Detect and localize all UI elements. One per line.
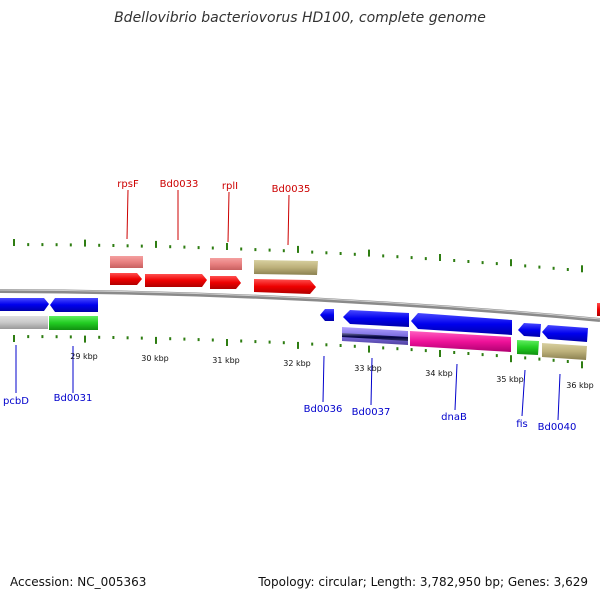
gene-rpsF-feature[interactable]	[110, 256, 143, 268]
label-line-Bd0036	[322, 355, 325, 403]
gene-rplI-arrow[interactable]	[210, 276, 241, 289]
accession-label: Accession: NC_005363	[10, 575, 147, 589]
bottom-tick-track	[13, 335, 583, 369]
gene-label-fis[interactable]: fis	[516, 419, 528, 430]
gene-Bd0037-arrow[interactable]	[343, 310, 409, 327]
gene-label-rplI[interactable]: rplI	[222, 181, 238, 192]
label-line-fis	[521, 369, 526, 417]
genome-summary: Topology: circular; Length: 3,782,950 bp…	[258, 575, 588, 589]
genome-backbone	[0, 289, 600, 322]
kbp-label-36: 36 kbp	[566, 381, 594, 390]
gene-label-Bd0033[interactable]: Bd0033	[160, 179, 199, 190]
kbp-label-29: 29 kbp	[70, 352, 98, 361]
gene-Bd0037-subfeature[interactable]	[342, 333, 408, 341]
gene-Bd0040-feature[interactable]	[542, 343, 587, 360]
gene-label-Bd0031[interactable]: Bd0031	[54, 393, 93, 404]
gene-dnaB-feature[interactable]	[410, 331, 511, 352]
gene-label-Bd0035[interactable]: Bd0035	[272, 184, 311, 195]
kbp-label-31: 31 kbp	[212, 356, 240, 365]
gene-label-Bd0040[interactable]: Bd0040	[538, 422, 577, 433]
gene-Bd0035-feature[interactable]	[254, 260, 318, 275]
genome-title: Bdellovibrio bacteriovorus HD100, comple…	[114, 10, 486, 26]
label-line-Bd0037	[370, 357, 373, 406]
label-line-dnaB	[454, 363, 458, 411]
label-line-Bd0040	[557, 373, 561, 421]
gene-Bd0035-arrow[interactable]	[254, 279, 316, 294]
gene-Bd0033-arrow[interactable]	[145, 274, 207, 287]
gene-right-edge-arrow[interactable]	[597, 303, 600, 316]
kbp-label-35: 35 kbp	[496, 375, 524, 384]
label-line-rpsF	[126, 189, 129, 240]
kbp-label-32: 32 kbp	[283, 359, 311, 368]
genome-backbone-highlight	[0, 289, 600, 320]
label-line-rplI	[227, 191, 230, 243]
gene-label-Bd0036[interactable]: Bd0036	[304, 404, 343, 415]
gene-Bd0040-arrow[interactable]	[542, 325, 588, 342]
gene-fis-feature[interactable]	[517, 340, 539, 355]
gene-Bd0031-feature[interactable]	[49, 316, 98, 330]
kbp-label-34: 34 kbp	[425, 369, 453, 378]
kbp-label-33: 33 kbp	[354, 364, 382, 373]
gene-rplI-feature[interactable]	[210, 258, 242, 270]
gene-Bd0031-arrow[interactable]	[50, 298, 98, 312]
gene-pcbD-feature[interactable]	[0, 316, 48, 329]
gene-rpsF-arrow[interactable]	[110, 273, 142, 285]
gene-fis-arrow[interactable]	[518, 323, 541, 337]
gene-label-rpsF[interactable]: rpsF	[117, 179, 139, 190]
gene-label-pcbD[interactable]: pcbD	[3, 396, 29, 407]
top-tick-track	[13, 239, 583, 273]
gene-dnaB-arrow[interactable]	[411, 313, 512, 335]
label-line-Bd0035	[287, 194, 290, 246]
gene-label-Bd0037[interactable]: Bd0037	[352, 407, 391, 418]
gene-pcbD-arrow[interactable]	[0, 298, 49, 311]
gene-label-dnaB[interactable]: dnaB	[441, 412, 467, 423]
gene-Bd0036-arrow[interactable]	[320, 309, 334, 321]
kbp-label-30: 30 kbp	[141, 354, 169, 363]
